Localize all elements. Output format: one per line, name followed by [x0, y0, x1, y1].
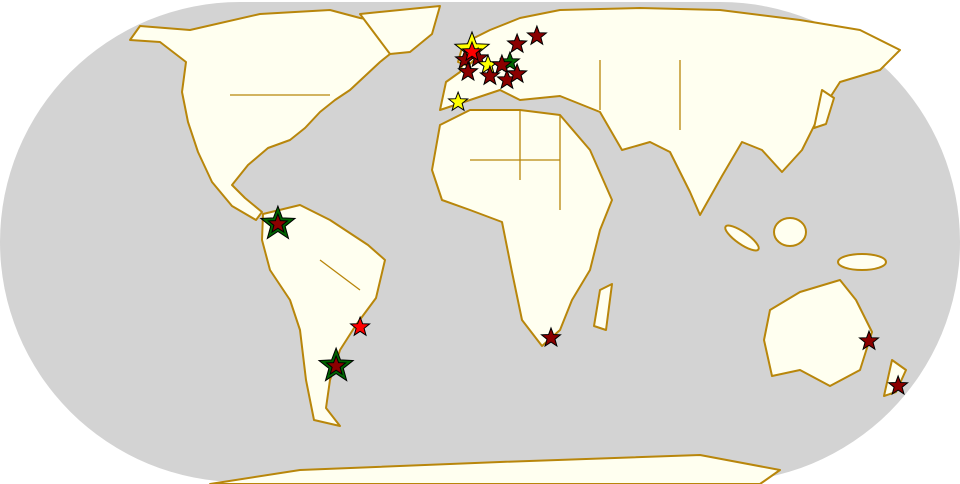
country-borders — [230, 60, 681, 291]
sumatra — [724, 224, 760, 252]
eurasia — [439, 7, 901, 216]
star-marker-icon[interactable] — [267, 212, 289, 234]
star-marker-icon[interactable] — [858, 329, 880, 351]
star-marker-icon[interactable] — [325, 354, 347, 376]
new-guinea — [837, 253, 887, 271]
borneo — [773, 217, 807, 247]
landmasses — [129, 5, 907, 484]
madagascar — [593, 283, 613, 331]
greenland — [359, 5, 441, 55]
star-marker-icon[interactable] — [479, 64, 501, 86]
star-marker-icon[interactable] — [540, 326, 562, 348]
star-marker-icon[interactable] — [457, 60, 479, 82]
antarctica — [209, 454, 781, 484]
star-marker-icon[interactable] — [447, 90, 469, 112]
south-america — [261, 204, 386, 427]
africa — [431, 109, 613, 347]
star-marker-icon[interactable] — [526, 24, 548, 46]
star-marker-icon[interactable] — [491, 53, 513, 75]
markers — [259, 24, 909, 396]
star-marker-icon[interactable] — [506, 62, 528, 84]
star-marker-icon[interactable] — [887, 374, 909, 396]
star-marker-icon[interactable] — [461, 40, 483, 62]
japan — [813, 89, 835, 129]
australia — [763, 279, 873, 387]
star-marker-icon[interactable] — [506, 32, 528, 54]
star-marker-icon[interactable] — [349, 315, 371, 337]
